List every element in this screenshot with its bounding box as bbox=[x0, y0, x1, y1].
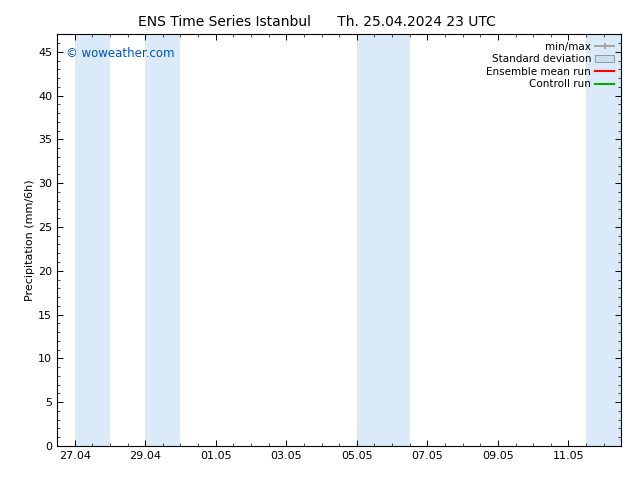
Y-axis label: Precipitation (mm/6h): Precipitation (mm/6h) bbox=[25, 179, 36, 301]
Text: © woweather.com: © woweather.com bbox=[65, 47, 174, 60]
Legend: min/max, Standard deviation, Ensemble mean run, Controll run: min/max, Standard deviation, Ensemble me… bbox=[484, 40, 616, 92]
Bar bbox=[75, 34, 110, 446]
Bar bbox=[357, 34, 410, 446]
Text: ENS Time Series Istanbul      Th. 25.04.2024 23 UTC: ENS Time Series Istanbul Th. 25.04.2024 … bbox=[138, 15, 496, 29]
Bar bbox=[145, 34, 181, 446]
Bar bbox=[586, 34, 621, 446]
